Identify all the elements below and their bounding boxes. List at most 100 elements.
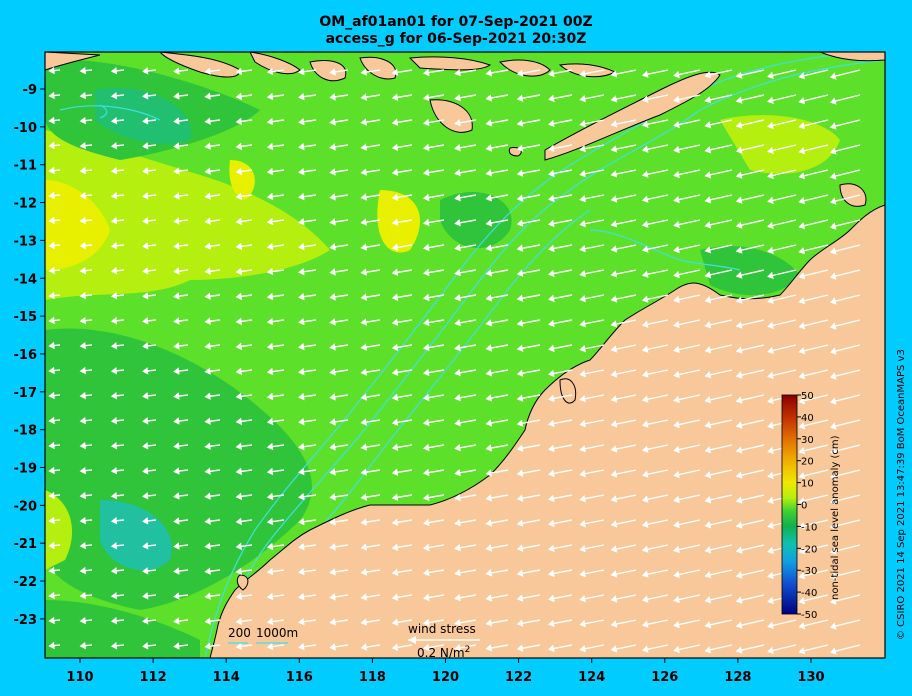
wind-arrow [799, 244, 829, 253]
wind-arrowhead [79, 591, 86, 600]
wind-arrowhead [141, 192, 149, 200]
wind-arrowhead [548, 494, 555, 503]
y-tick-label: -14 [14, 272, 38, 287]
wind-arrowhead [610, 395, 618, 403]
wind-arrowhead [298, 292, 305, 301]
wind-arrowhead [829, 447, 837, 455]
wind-arrowhead [110, 442, 118, 450]
wind-arrowhead [579, 270, 586, 278]
wind-arrow [830, 594, 861, 603]
wind-arrowhead [204, 417, 211, 425]
wind-arrowhead [610, 370, 618, 378]
wind-arrowhead [735, 396, 743, 404]
wind-arrowhead [360, 468, 368, 476]
wind-arrowhead [298, 642, 305, 651]
wind-arrowhead [422, 318, 430, 327]
wind-arrowhead [266, 617, 274, 626]
wind-arrowhead [48, 641, 55, 650]
wind-arrowhead [798, 122, 806, 130]
wind-arrow [799, 269, 829, 278]
wind-arrowhead [48, 366, 55, 375]
wind-arrowhead [360, 368, 368, 376]
wind-arrowhead [48, 391, 55, 400]
wind-arrowhead [79, 466, 86, 475]
wind-arrowhead [391, 568, 399, 576]
wind-arrowhead [579, 345, 586, 353]
wind-arrowhead [235, 467, 243, 476]
wind-arrowhead [298, 92, 305, 101]
wind-arrowhead [548, 544, 555, 553]
wind-arrowhead [48, 616, 55, 625]
y-tick-label: -11 [14, 159, 38, 174]
wind-arrowhead [485, 644, 493, 652]
wind-arrowhead [767, 571, 774, 580]
wind-arrowhead [798, 372, 806, 380]
wind-arrowhead [829, 522, 837, 530]
wind-arrowhead [454, 419, 461, 427]
wind-arrowhead [298, 267, 305, 276]
wind-arrowhead [141, 442, 149, 450]
wind-arrowhead [110, 367, 118, 375]
wind-arrowhead [548, 369, 555, 378]
wind-arrowhead [360, 168, 368, 176]
wind-arrowhead [266, 142, 274, 151]
wind-arrowhead [266, 642, 274, 651]
wind-arrowhead [48, 591, 55, 600]
wind-arrowhead [798, 472, 806, 480]
wind-arrowhead [485, 544, 493, 552]
wind-arrowhead [110, 317, 118, 325]
wind-arrowhead [454, 269, 461, 277]
wind-arrowhead [204, 192, 211, 200]
wind-arrowhead [454, 594, 461, 602]
wind-arrowhead [48, 341, 55, 350]
wind-arrowhead [641, 70, 649, 78]
wind-arrowhead [235, 217, 243, 226]
wind-arrowhead [422, 343, 430, 352]
wind-arrowhead [298, 192, 305, 201]
wind-arrowhead [610, 445, 618, 453]
wind-arrowhead [485, 119, 493, 127]
wind-arrowhead [610, 195, 618, 203]
wind-arrowhead [110, 517, 118, 525]
wind-arrowhead [829, 122, 837, 130]
wind-arrowhead [610, 345, 618, 353]
wind-arrowhead [579, 395, 586, 403]
wind-arrowhead [798, 247, 806, 255]
wind-arrowhead [610, 220, 618, 228]
wind-arrowhead [298, 342, 305, 351]
wind-arrowhead [48, 166, 55, 175]
wind-arrowhead [79, 141, 86, 150]
wind-arrowhead [48, 416, 55, 425]
wind-arrowhead [48, 491, 55, 500]
wind-arrowhead [641, 195, 649, 203]
wind-arrowhead [422, 218, 430, 227]
wind-arrowhead [235, 292, 243, 301]
wind-arrowhead [641, 95, 649, 103]
wind-arrowhead [360, 68, 368, 76]
wind-arrowhead [329, 218, 336, 226]
wind-arrowhead [516, 469, 524, 477]
wind-arrowhead [422, 618, 430, 627]
contour-1000-label: 1000m [256, 626, 298, 640]
wind-arrowhead [266, 367, 274, 376]
wind-arrowhead [673, 620, 680, 629]
wind-arrowhead [298, 492, 305, 501]
wind-arrowhead [485, 569, 493, 577]
wind-arrowhead [422, 468, 430, 477]
wind-arrowhead [79, 66, 86, 75]
wind-arrowhead [767, 596, 774, 605]
wind-arrowhead [391, 643, 399, 651]
wind-arrowhead [266, 167, 274, 176]
wind-arrowhead [298, 167, 305, 176]
wind-arrow [768, 369, 797, 378]
wind-arrowhead [829, 572, 837, 580]
wind-arrowhead [110, 167, 118, 175]
wind-arrowhead [391, 518, 399, 526]
y-tick-label: -23 [14, 613, 38, 628]
wind-arrowhead [329, 593, 336, 601]
wind-arrowhead [329, 643, 336, 651]
wind-arrowhead [235, 317, 243, 326]
wind-arrowhead [204, 242, 211, 250]
wind-arrowhead [485, 594, 493, 602]
wind-arrow [830, 94, 861, 103]
